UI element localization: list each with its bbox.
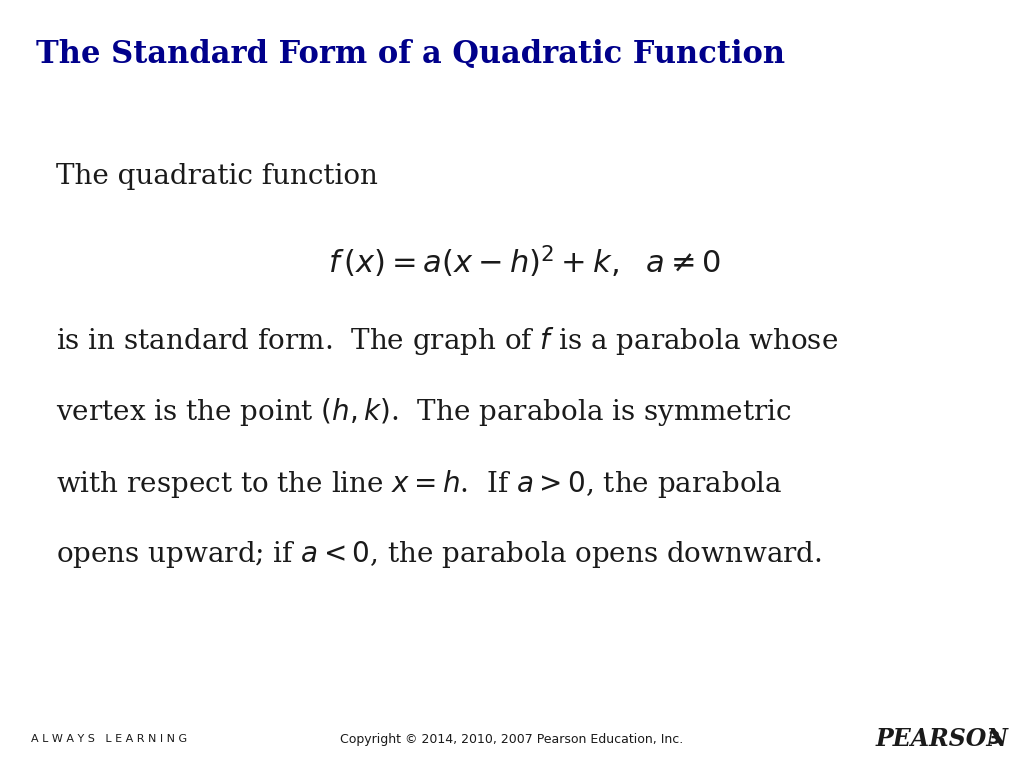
- Text: $f\,(x) = a(x-h)^2 + k, \ \ a \neq 0$: $f\,(x) = a(x-h)^2 + k, \ \ a \neq 0$: [328, 243, 721, 280]
- Text: The Standard Form of a Quadratic Function: The Standard Form of a Quadratic Functio…: [36, 39, 785, 70]
- Text: A L W A Y S   L E A R N I N G: A L W A Y S L E A R N I N G: [31, 734, 186, 744]
- Text: with respect to the line $x = h$.  If $a > 0$, the parabola: with respect to the line $x = h$. If $a …: [56, 468, 782, 500]
- Text: 3: 3: [988, 730, 1000, 748]
- Text: Copyright © 2014, 2010, 2007 Pearson Education, Inc.: Copyright © 2014, 2010, 2007 Pearson Edu…: [340, 733, 684, 746]
- Text: opens upward; if $a < 0$, the parabola opens downward.: opens upward; if $a < 0$, the parabola o…: [56, 539, 822, 571]
- Text: is in standard form.  The graph of $f$ is a parabola whose: is in standard form. The graph of $f$ is…: [56, 325, 839, 356]
- Text: PEARSON: PEARSON: [876, 727, 1009, 751]
- Text: vertex is the point $(h, k)$.  The parabola is symmetric: vertex is the point $(h, k)$. The parabo…: [56, 396, 793, 429]
- Text: The quadratic function: The quadratic function: [56, 163, 378, 190]
